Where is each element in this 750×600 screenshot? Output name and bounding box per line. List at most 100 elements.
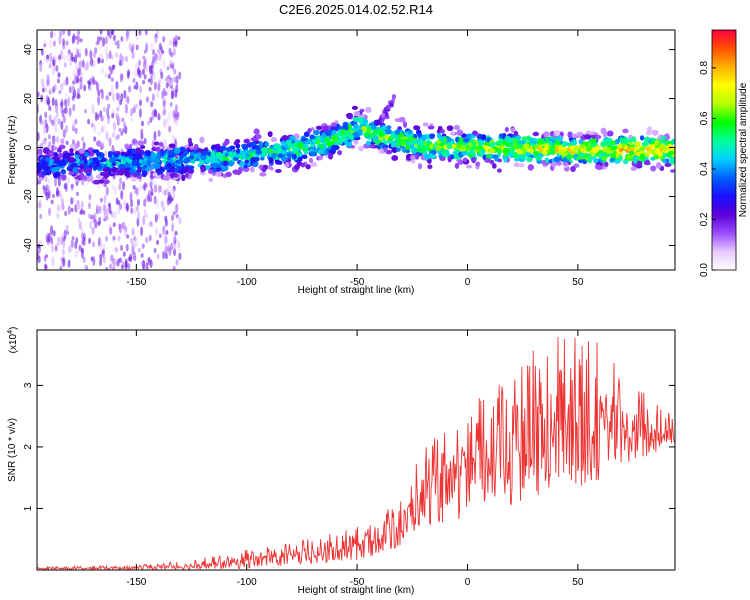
spectrogram-cell xyxy=(122,251,126,257)
spectrogram-cell xyxy=(76,30,80,36)
spectrogram-cell xyxy=(50,199,54,205)
spectrogram-cell xyxy=(59,203,63,212)
spectrogram-cell xyxy=(450,130,456,136)
spectrogram-cell xyxy=(149,77,153,86)
spectrogram-cell xyxy=(605,147,612,154)
spectrogram-cell xyxy=(110,77,114,82)
spectrogram-cell xyxy=(271,152,277,160)
spectrogram-cell xyxy=(287,153,292,159)
spectrogram-cell xyxy=(422,122,429,127)
spectrogram-cell xyxy=(123,104,127,113)
spectrogram-cell xyxy=(112,121,116,131)
spectrogram-cell xyxy=(497,147,502,155)
spectrogram-cell xyxy=(53,115,57,124)
spectrogram-cell xyxy=(172,41,176,48)
spectrogram-cell xyxy=(84,47,88,57)
spectrogram-cell xyxy=(503,156,508,163)
spectrogram-cell xyxy=(51,193,55,199)
spectrogram-cell xyxy=(82,256,86,263)
spectrogram-cell xyxy=(135,103,139,109)
spectrogram-cell xyxy=(131,242,135,248)
spectrogram-cell xyxy=(314,148,319,154)
spectrogram-cell xyxy=(58,54,62,61)
spectrogram-cell xyxy=(174,109,178,120)
spectrogram-cell xyxy=(143,49,147,54)
spectrogram-cell xyxy=(44,175,48,183)
spectrogram-cell xyxy=(177,158,184,165)
spectrogram-cell xyxy=(346,112,353,120)
spectrogram-cell xyxy=(169,173,176,179)
spectrogram-cell xyxy=(352,131,360,139)
spectrogram-cell xyxy=(132,188,136,195)
spectrogram-cell xyxy=(484,158,492,163)
spectrogram-cell xyxy=(97,130,101,136)
spectrogram-cell xyxy=(125,243,129,252)
spectrogram-cell xyxy=(135,81,139,91)
spectrogram-cell xyxy=(63,62,67,68)
spectrogram-cell xyxy=(628,138,633,143)
spectrogram-cell xyxy=(105,186,109,196)
spectrogram-cell xyxy=(118,127,122,133)
spectrogram-cell xyxy=(137,140,145,146)
spectrogram-cell xyxy=(150,186,154,197)
spectrogram-cell xyxy=(319,136,326,143)
spectrogram-cell xyxy=(391,140,397,147)
spectrogram-cell xyxy=(353,111,361,117)
spectrogram-cell xyxy=(513,143,518,149)
spectrogram-cell xyxy=(52,40,56,47)
spectrogram-cell xyxy=(315,125,323,130)
spectrogram-cell xyxy=(175,75,179,85)
spectrogram-cell xyxy=(151,110,155,120)
spectrogram-cell xyxy=(47,178,51,184)
spectrogram-cell xyxy=(149,152,156,159)
spectrogram-cell xyxy=(407,129,413,135)
spectrogram-cell xyxy=(173,248,177,257)
spectrogram-cell xyxy=(45,184,49,192)
spectrogram-cell xyxy=(111,132,115,138)
spectrogram-cell xyxy=(79,172,85,179)
spectrogram-cell xyxy=(353,138,359,145)
spectrogram-cell xyxy=(556,161,562,166)
spectrogram-cell xyxy=(518,163,525,168)
spectrogram-cell xyxy=(74,241,78,249)
spectrogram-cell xyxy=(465,151,471,156)
spectrogram-cell xyxy=(70,197,74,205)
spectrogram-cell xyxy=(132,172,139,178)
spectrogram-cell xyxy=(513,162,520,168)
spectrogram-cell xyxy=(164,245,168,256)
spectrogram-cell xyxy=(154,213,158,223)
spectrogram-cell xyxy=(95,160,100,168)
spectrogram-cell xyxy=(62,128,66,139)
spectrogram-cell xyxy=(309,134,315,140)
spectrogram-cell xyxy=(454,149,461,153)
spectrogram-cell xyxy=(208,168,213,174)
spectrogram-cell xyxy=(141,68,145,76)
spectrogram-cell xyxy=(74,54,78,64)
spectrogram-cell xyxy=(60,233,64,239)
spectrogram-cell xyxy=(148,97,152,105)
spectrogram-cell xyxy=(80,248,84,259)
spectrogram-cell xyxy=(639,146,646,152)
spectrogram-cell xyxy=(137,248,141,253)
spectrogram-cell xyxy=(654,139,659,146)
spectrogram-cell xyxy=(105,52,109,61)
spectrogram-cell xyxy=(41,78,45,83)
spectrogram-cell xyxy=(158,79,162,84)
spectrogram-cell xyxy=(67,30,71,37)
spectrogram-cell xyxy=(111,184,115,190)
spectrogram-cell xyxy=(172,211,176,216)
spectrogram-cell xyxy=(130,108,134,117)
spectrogram-cell xyxy=(571,133,578,139)
spectrogram-cell xyxy=(174,139,178,149)
spectrogram-cell xyxy=(410,155,417,161)
spectrogram-cell xyxy=(165,77,169,82)
spectrogram-cell xyxy=(130,176,138,182)
spectrogram-cell xyxy=(123,199,127,209)
spectrogram-cell xyxy=(105,131,109,141)
spectrogram-cell xyxy=(562,162,569,166)
spectrogram-cell xyxy=(120,244,124,252)
spectrogram-cell xyxy=(509,137,514,145)
spectrogram-cell xyxy=(105,216,109,221)
spectrogram-cell xyxy=(250,141,257,147)
